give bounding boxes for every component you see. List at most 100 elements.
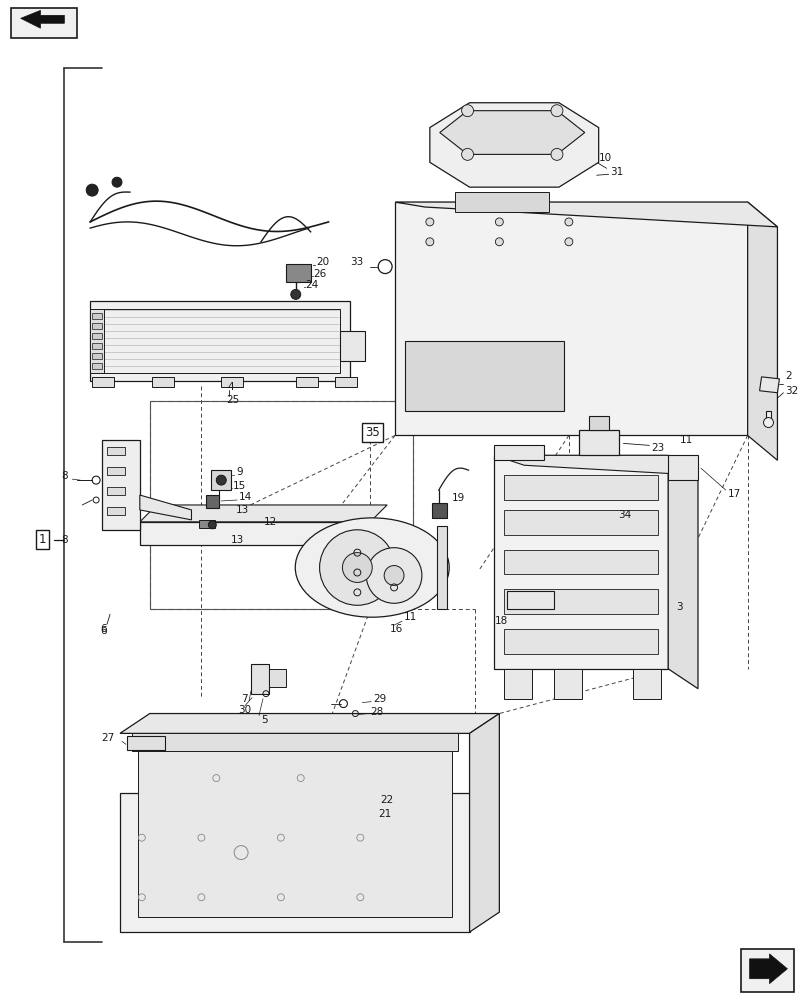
Text: 25: 25 <box>226 395 239 405</box>
Polygon shape <box>494 455 697 475</box>
Circle shape <box>551 148 562 160</box>
Circle shape <box>762 418 773 427</box>
Text: 7: 7 <box>241 694 247 704</box>
Polygon shape <box>102 440 139 530</box>
Polygon shape <box>395 202 776 227</box>
Text: 15: 15 <box>233 481 246 491</box>
Polygon shape <box>454 192 548 212</box>
Text: 1: 1 <box>39 533 46 546</box>
Bar <box>405 341 563 411</box>
Text: 2: 2 <box>784 371 791 381</box>
Polygon shape <box>20 10 64 28</box>
Bar <box>92 313 102 319</box>
Text: 35: 35 <box>364 426 379 439</box>
Polygon shape <box>295 377 317 387</box>
Circle shape <box>495 218 503 226</box>
Polygon shape <box>200 520 215 528</box>
Circle shape <box>216 475 226 485</box>
Polygon shape <box>633 669 660 699</box>
Bar <box>107 447 125 455</box>
Text: 9: 9 <box>236 467 242 477</box>
Polygon shape <box>429 103 598 187</box>
Text: 8: 8 <box>62 535 68 545</box>
Circle shape <box>290 289 300 299</box>
Text: 21: 21 <box>378 809 391 819</box>
Text: 16: 16 <box>389 624 403 634</box>
Bar <box>504 629 658 654</box>
Text: 3: 3 <box>676 602 682 612</box>
Polygon shape <box>139 522 370 545</box>
Polygon shape <box>667 455 697 689</box>
Text: 32: 32 <box>784 386 798 396</box>
Polygon shape <box>586 490 596 497</box>
Text: 18: 18 <box>494 616 507 626</box>
Text: 17: 17 <box>727 489 740 499</box>
Bar <box>127 736 165 750</box>
Polygon shape <box>553 669 581 699</box>
Circle shape <box>112 177 122 187</box>
Circle shape <box>551 105 562 117</box>
Text: 30: 30 <box>238 705 251 715</box>
Circle shape <box>425 238 433 246</box>
Polygon shape <box>395 202 747 435</box>
Text: 11: 11 <box>679 435 692 445</box>
Polygon shape <box>139 505 387 522</box>
Text: 34: 34 <box>618 510 631 520</box>
Polygon shape <box>211 470 231 490</box>
Text: 22: 22 <box>380 795 393 805</box>
Text: 23: 23 <box>650 443 663 453</box>
Text: 24: 24 <box>305 280 319 290</box>
Polygon shape <box>92 377 114 387</box>
Text: 4: 4 <box>228 382 234 392</box>
Polygon shape <box>340 331 365 361</box>
Bar <box>504 589 658 614</box>
Text: 11: 11 <box>404 612 417 622</box>
Bar <box>131 733 457 751</box>
Polygon shape <box>251 664 268 694</box>
Text: 10: 10 <box>598 153 611 163</box>
Bar <box>107 487 125 495</box>
Bar <box>149 401 413 609</box>
Circle shape <box>425 218 433 226</box>
Bar <box>92 323 102 329</box>
Polygon shape <box>507 591 553 609</box>
Bar <box>92 333 102 339</box>
Polygon shape <box>120 793 469 932</box>
Circle shape <box>461 105 473 117</box>
Polygon shape <box>11 8 77 38</box>
Polygon shape <box>494 445 543 460</box>
Circle shape <box>342 553 371 582</box>
Polygon shape <box>221 377 242 387</box>
Text: 20: 20 <box>316 257 329 267</box>
Text: 28: 28 <box>370 707 383 717</box>
Polygon shape <box>206 495 219 508</box>
Text: 27: 27 <box>101 733 114 743</box>
Bar <box>92 343 102 349</box>
Bar <box>504 510 658 535</box>
Circle shape <box>320 530 395 605</box>
Polygon shape <box>588 416 608 430</box>
Polygon shape <box>120 714 499 733</box>
Bar <box>107 507 125 515</box>
Circle shape <box>564 238 572 246</box>
Polygon shape <box>469 714 499 932</box>
Text: 12: 12 <box>264 517 277 527</box>
Bar <box>149 401 413 609</box>
Polygon shape <box>758 377 779 393</box>
Polygon shape <box>747 202 776 460</box>
Polygon shape <box>494 455 667 669</box>
Polygon shape <box>765 411 770 419</box>
Text: 19: 19 <box>451 493 465 503</box>
Polygon shape <box>440 111 584 154</box>
Polygon shape <box>749 954 787 984</box>
Text: 5: 5 <box>260 715 268 725</box>
Polygon shape <box>431 503 446 518</box>
Polygon shape <box>740 949 793 992</box>
Bar <box>92 353 102 359</box>
Bar <box>504 550 658 574</box>
Polygon shape <box>285 264 311 282</box>
Bar <box>504 475 658 500</box>
Bar <box>107 467 125 475</box>
Polygon shape <box>268 669 285 687</box>
Circle shape <box>208 521 216 529</box>
